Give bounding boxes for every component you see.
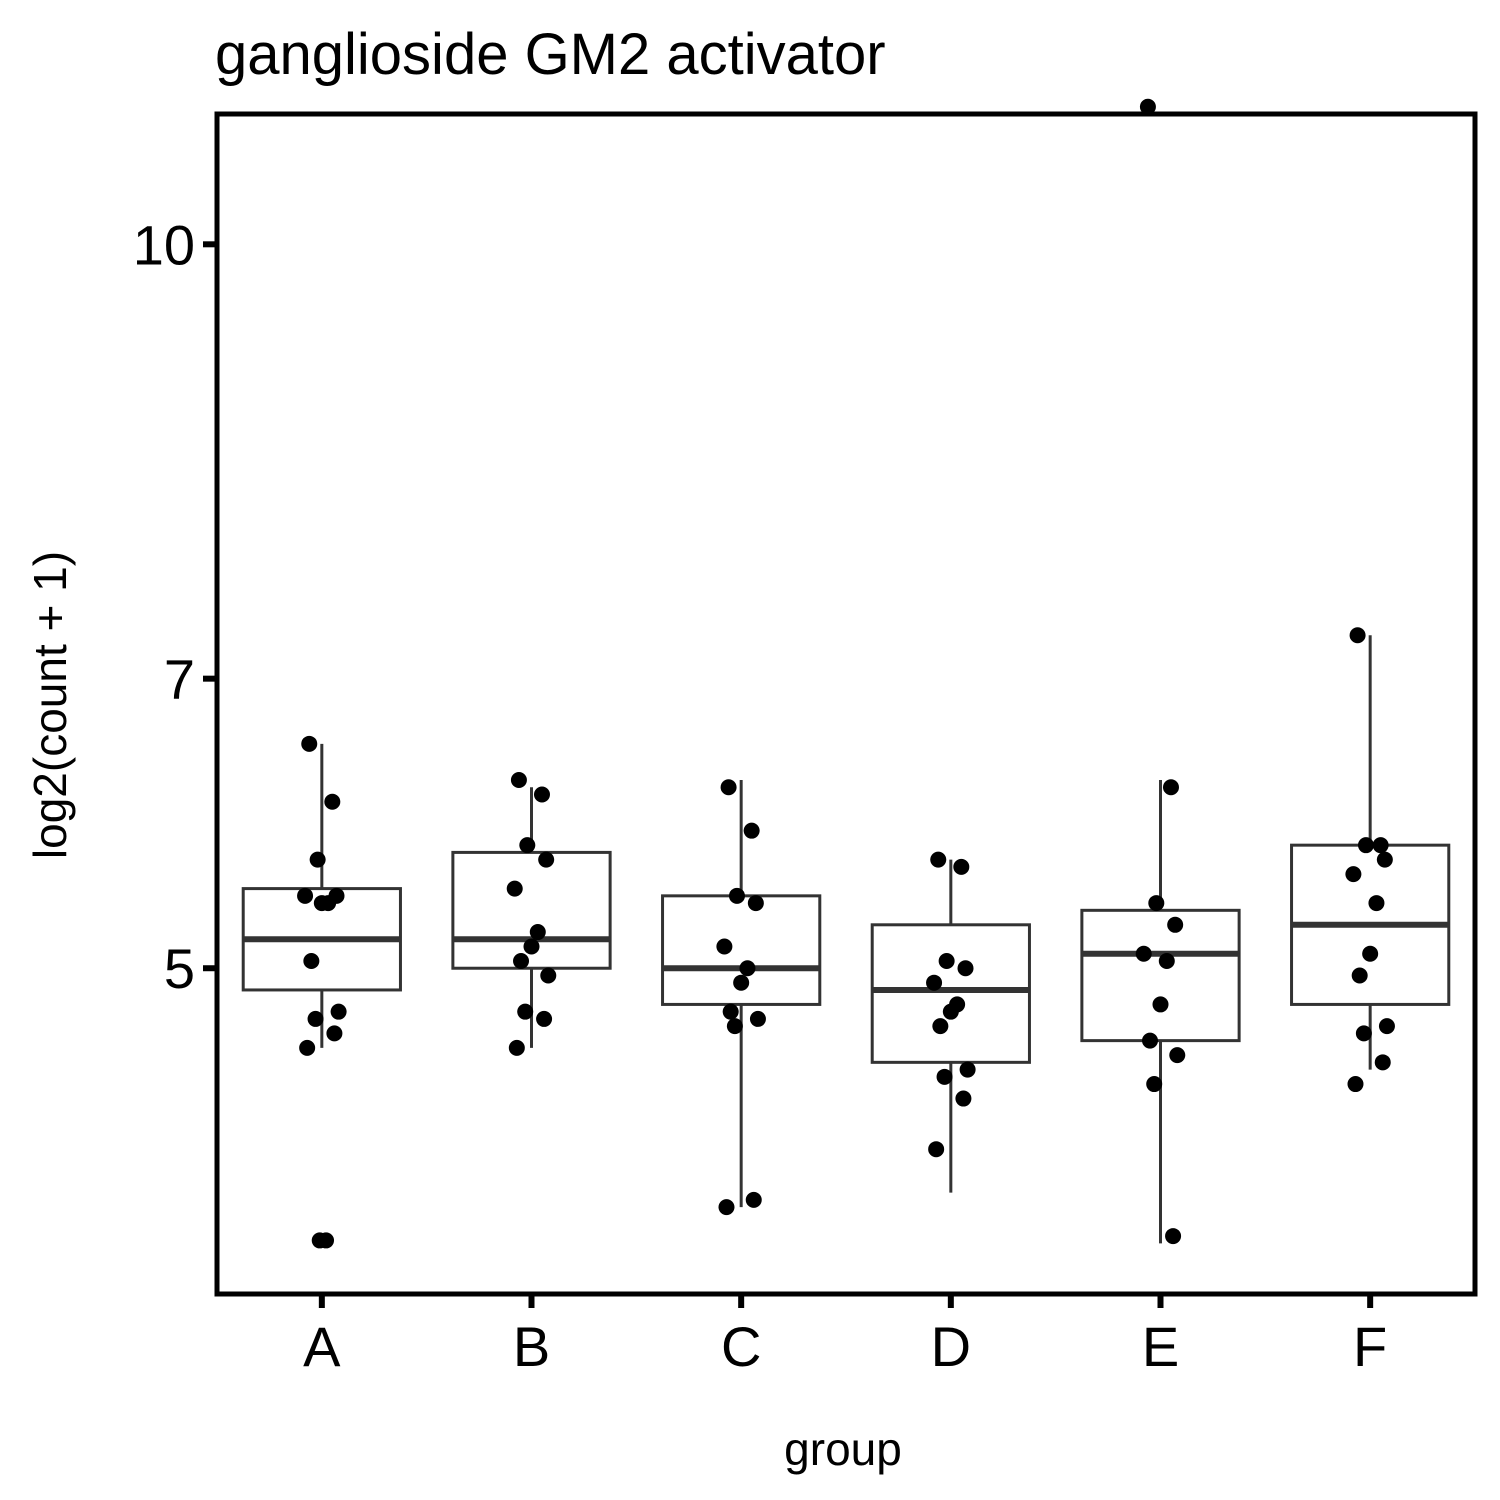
data-point xyxy=(1165,1228,1182,1245)
data-point xyxy=(938,952,955,969)
data-point xyxy=(1158,952,1175,969)
data-point xyxy=(324,793,341,810)
data-point xyxy=(313,895,330,912)
data-point xyxy=(1169,1047,1186,1064)
data-point xyxy=(309,851,326,868)
data-point xyxy=(1146,1076,1163,1093)
x-tick-label: A xyxy=(303,1315,341,1378)
plot-frame xyxy=(214,111,1478,1297)
chart-title: ganglioside GM2 activator xyxy=(215,22,886,87)
data-point xyxy=(745,1191,762,1208)
data-point xyxy=(926,974,943,991)
points-b xyxy=(506,772,557,1056)
data-point xyxy=(1362,945,1379,962)
data-point xyxy=(953,858,970,875)
points-e xyxy=(1135,98,1186,1245)
data-point xyxy=(1148,895,1165,912)
x-axis-title: group xyxy=(784,1423,902,1475)
data-point xyxy=(936,1068,953,1085)
data-point xyxy=(959,1061,976,1078)
data-point xyxy=(1357,837,1374,854)
data-point xyxy=(739,960,756,977)
data-point xyxy=(930,851,947,868)
data-point xyxy=(330,1003,347,1020)
x-tick-label: B xyxy=(513,1315,550,1378)
y-tick-label: 7 xyxy=(164,648,195,711)
y-axis: 5 7 10 xyxy=(133,213,217,1000)
data-point xyxy=(716,938,733,955)
box-group-e xyxy=(1080,780,1241,1244)
x-tick-label: E xyxy=(1142,1315,1179,1378)
data-point xyxy=(733,974,750,991)
data-point xyxy=(538,851,555,868)
data-point xyxy=(955,1090,972,1107)
y-axis-title: log2(count + 1) xyxy=(24,551,76,859)
data-point xyxy=(728,887,745,904)
data-point xyxy=(1345,866,1362,883)
data-point xyxy=(1142,1032,1159,1049)
data-point xyxy=(508,1039,525,1056)
data-point xyxy=(1378,1018,1395,1035)
points-f xyxy=(1345,627,1395,1093)
data-point xyxy=(517,1003,534,1020)
data-point xyxy=(1152,996,1169,1013)
data-point xyxy=(523,938,540,955)
data-point xyxy=(529,924,546,941)
data-point xyxy=(1139,98,1156,115)
data-point xyxy=(533,786,550,803)
data-point xyxy=(743,822,760,839)
points-d xyxy=(926,851,976,1158)
data-point xyxy=(513,952,530,969)
points-c xyxy=(716,779,766,1216)
box-group-f xyxy=(1290,635,1451,1070)
data-point xyxy=(301,735,318,752)
data-point xyxy=(506,880,523,897)
data-point xyxy=(307,1010,324,1027)
data-point xyxy=(1351,967,1368,984)
box-group-d xyxy=(870,859,1031,1193)
data-point xyxy=(540,967,557,984)
data-point xyxy=(720,779,737,796)
data-point xyxy=(1368,895,1385,912)
data-point xyxy=(747,895,764,912)
data-point xyxy=(510,772,527,789)
data-point xyxy=(928,1141,945,1158)
points-a xyxy=(297,735,347,1249)
data-point xyxy=(1372,837,1389,854)
data-point xyxy=(297,887,314,904)
data-point xyxy=(311,1232,328,1249)
y-tick-label: 10 xyxy=(133,213,195,276)
data-point xyxy=(718,1199,735,1216)
data-point xyxy=(1355,1025,1372,1042)
data-point xyxy=(1347,1076,1364,1093)
data-point xyxy=(722,1003,739,1020)
data-point xyxy=(932,1018,949,1035)
x-axis: A B C D E F xyxy=(303,1294,1387,1378)
data-point xyxy=(1349,627,1366,644)
plot-area xyxy=(241,98,1451,1249)
data-point xyxy=(326,1025,343,1042)
box xyxy=(870,923,1031,1064)
box xyxy=(1080,908,1241,1043)
data-point xyxy=(1167,916,1184,933)
x-tick-label: F xyxy=(1353,1315,1387,1378)
data-point xyxy=(519,837,536,854)
data-point xyxy=(1135,945,1152,962)
x-tick-label: C xyxy=(721,1315,761,1378)
data-point xyxy=(536,1010,553,1027)
data-point xyxy=(942,1003,959,1020)
data-point xyxy=(1376,851,1393,868)
data-point xyxy=(303,952,320,969)
data-point xyxy=(957,960,974,977)
box-group-c xyxy=(661,780,822,1208)
data-point xyxy=(726,1018,743,1035)
data-point xyxy=(1162,779,1179,796)
x-tick-label: D xyxy=(931,1315,971,1378)
data-point xyxy=(1374,1054,1391,1071)
data-point xyxy=(749,1010,766,1027)
y-tick-label: 5 xyxy=(164,937,195,1000)
data-point xyxy=(299,1039,316,1056)
